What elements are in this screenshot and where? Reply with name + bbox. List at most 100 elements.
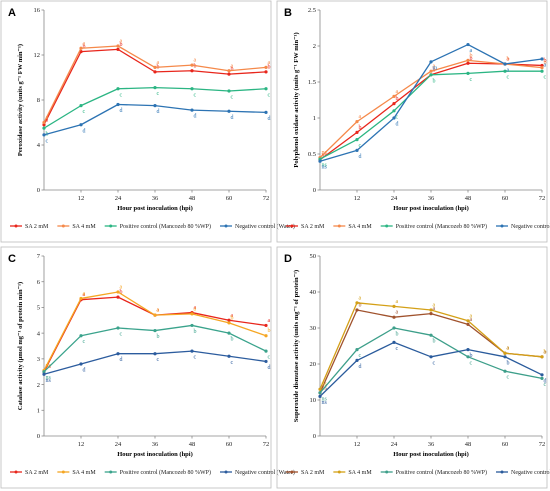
- data-point: [392, 94, 396, 98]
- y-tick-label: 0: [313, 187, 316, 194]
- legend-entry: SA 4 mM: [57, 470, 96, 476]
- significance-label: d: [544, 378, 547, 384]
- legend-marker: [500, 224, 504, 228]
- data-point: [355, 138, 359, 142]
- significance-label: b: [396, 332, 399, 338]
- data-point: [79, 334, 83, 338]
- significance-label: m: [433, 65, 438, 71]
- significance-label: d: [396, 122, 399, 128]
- y-tick-label: 1: [313, 115, 316, 122]
- data-point: [503, 351, 507, 355]
- significance-label: a: [83, 291, 86, 297]
- x-tick-label: 60: [226, 441, 233, 448]
- data-point: [227, 109, 231, 113]
- data-point: [264, 349, 268, 353]
- data-point: [79, 46, 83, 50]
- data-point: [540, 355, 544, 359]
- data-point: [540, 57, 544, 61]
- significance-label: c: [120, 332, 123, 338]
- legend-label: SA 2 mM: [25, 470, 49, 476]
- legend-marker: [109, 470, 113, 474]
- data-point: [392, 315, 396, 319]
- legend-marker: [224, 470, 228, 474]
- data-point: [540, 376, 544, 380]
- data-point: [503, 369, 507, 373]
- y-tick-label: 4: [37, 142, 41, 149]
- y-tick-label: 0: [313, 433, 316, 440]
- x-tick-label: 48: [465, 441, 472, 448]
- significance-label: c: [470, 77, 473, 83]
- significance-label: b: [231, 67, 234, 73]
- data-point: [540, 66, 544, 70]
- y-tick-label: 40: [310, 289, 317, 296]
- significance-label: b: [544, 349, 547, 355]
- data-point: [116, 47, 120, 51]
- significance-label: a: [544, 62, 547, 68]
- data-point: [153, 328, 157, 333]
- significance-label: b: [507, 57, 510, 63]
- significance-label: d: [268, 116, 271, 122]
- data-point: [227, 321, 231, 325]
- legend-marker: [385, 224, 389, 228]
- significance-label: a: [544, 349, 547, 355]
- data-point: [190, 87, 194, 91]
- significance-label: d: [120, 108, 123, 114]
- significance-label: ns: [46, 375, 52, 381]
- significance-label: d: [157, 109, 160, 115]
- data-point: [318, 391, 322, 395]
- y-tick-label: 1: [37, 407, 40, 414]
- significance-label: a: [46, 117, 49, 123]
- legend-entry: Positive control (Mancozeb 80 %WP): [380, 469, 487, 476]
- y-tick-label: 20: [310, 361, 317, 368]
- significance-label: b: [120, 42, 123, 48]
- legend-marker: [337, 224, 341, 228]
- x-axis-label: Hour post inoculation (hpi): [393, 205, 469, 212]
- panel-frame: [276, 0, 548, 243]
- legend-marker: [61, 224, 65, 228]
- data-point: [355, 358, 359, 362]
- chart-panel: B 0 0.5 1 1.5 2 2.5 12 24 36 48 60 72 Hour post inocu…: [276, 0, 550, 243]
- significance-label: c: [157, 91, 160, 97]
- x-tick-label: 12: [78, 441, 85, 448]
- data-point: [190, 108, 194, 112]
- legend-label: SA 2 mM: [25, 224, 49, 230]
- legend-label: SA 4 mM: [348, 224, 372, 230]
- data-point: [79, 362, 83, 366]
- significance-label: ns: [46, 363, 52, 369]
- legend-label: SA 4 mM: [72, 470, 96, 476]
- x-axis-label: Hour post inoculation (hpi): [393, 451, 469, 458]
- legend-entry: Negative control (Water): [496, 469, 550, 476]
- significance-label: b: [470, 56, 473, 62]
- legend-label: SA 2 mM: [301, 224, 325, 230]
- legend-label: SA 2 mM: [301, 470, 325, 476]
- data-point: [227, 318, 231, 322]
- x-axis-label: Hour post inoculation (hpi): [117, 451, 193, 458]
- significance-label: a: [507, 346, 510, 352]
- data-point: [429, 69, 433, 73]
- panel-frame: [0, 246, 272, 489]
- significance-label: a: [194, 305, 197, 311]
- legend-label: Positive control (Mancozeb 80 %WP): [120, 223, 211, 230]
- data-point: [79, 123, 83, 127]
- significance-label: a: [157, 308, 160, 314]
- y-tick-label: 16: [34, 7, 41, 14]
- data-point: [264, 323, 268, 328]
- legend-label: SA 4 mM: [348, 470, 372, 476]
- legend-marker: [290, 224, 294, 228]
- significance-label: a: [231, 313, 234, 319]
- significance-label: ns: [322, 150, 328, 156]
- significance-label: b: [83, 44, 86, 50]
- significance-label: d: [359, 364, 362, 370]
- significance-label: ns: [322, 396, 328, 402]
- data-point: [42, 372, 46, 376]
- y-axis-label: Catalase activity (μmol mg⁻¹ of protein …: [17, 282, 24, 410]
- panel-frame: [0, 0, 272, 243]
- significance-label: a: [470, 48, 473, 54]
- data-point: [429, 308, 433, 312]
- significance-label: a: [396, 310, 399, 316]
- data-point: [116, 102, 120, 107]
